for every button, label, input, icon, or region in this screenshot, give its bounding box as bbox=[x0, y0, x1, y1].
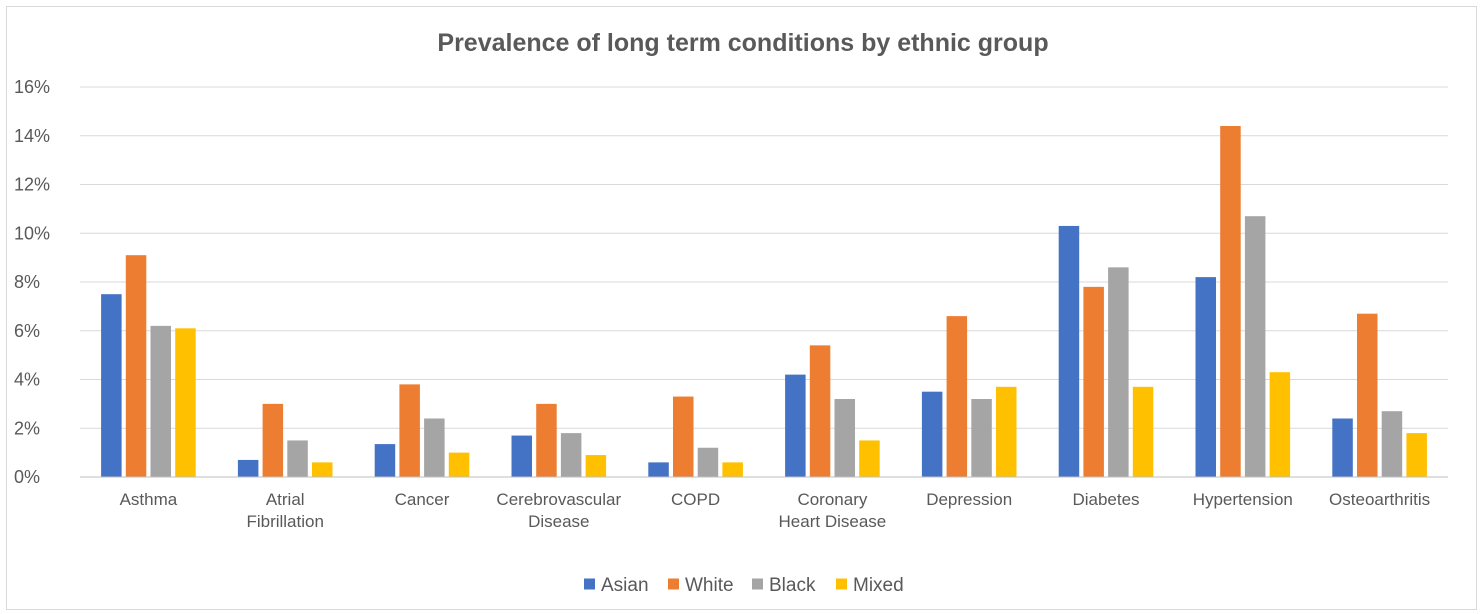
legend-label: Asian bbox=[601, 575, 649, 596]
bar-mixed bbox=[448, 452, 470, 477]
legend-item-white: White bbox=[668, 575, 734, 596]
bar-mixed bbox=[996, 386, 1017, 477]
bar-black bbox=[834, 399, 855, 477]
category-labels: Asthma Atrial Fibrillation Cancer Cerebrovas… bbox=[120, 490, 1431, 531]
bar-asian bbox=[921, 391, 943, 477]
bar-black bbox=[1108, 267, 1129, 477]
bar-white bbox=[399, 384, 420, 477]
bar-asian bbox=[237, 459, 259, 477]
category-label: Atrial Fibrillation bbox=[246, 490, 323, 531]
bar-white bbox=[262, 403, 284, 477]
y-tick-label: 2% bbox=[14, 418, 40, 438]
bar-mixed bbox=[722, 462, 743, 477]
bar-asian bbox=[374, 444, 396, 477]
bar-asian bbox=[785, 374, 806, 477]
bar-mixed bbox=[1132, 386, 1154, 477]
bar-black bbox=[424, 418, 445, 477]
bar-white bbox=[1083, 286, 1104, 477]
bar-mixed bbox=[312, 462, 333, 477]
bar-mixed bbox=[585, 455, 607, 477]
gridlines bbox=[80, 86, 1448, 429]
legend-swatch bbox=[668, 578, 679, 590]
category-label: Hypertension bbox=[1193, 490, 1293, 509]
bar-mixed bbox=[1406, 433, 1427, 477]
category-label: Depression bbox=[926, 490, 1012, 509]
bar-black bbox=[697, 447, 719, 477]
bar-black bbox=[560, 433, 582, 477]
legend-label: Black bbox=[769, 575, 816, 596]
bar-asian bbox=[1195, 277, 1216, 477]
legend-label: White bbox=[685, 575, 734, 596]
bar-white bbox=[673, 396, 694, 477]
y-tick-label: 10% bbox=[14, 223, 50, 243]
category-label: Coronary Heart Disease bbox=[779, 490, 887, 531]
y-tick-label: 16% bbox=[14, 77, 50, 97]
legend-swatch bbox=[584, 578, 595, 590]
bar-mixed bbox=[1269, 372, 1291, 477]
legend-item-mixed: Mixed bbox=[836, 575, 904, 596]
bar-black bbox=[1381, 411, 1403, 477]
y-tick-label: 4% bbox=[14, 370, 40, 390]
bar-asian bbox=[1058, 225, 1080, 477]
legend-item-asian: Asian bbox=[584, 575, 649, 596]
category-label: Osteoarthritis bbox=[1329, 490, 1430, 509]
bar-asian bbox=[648, 462, 669, 477]
legend-item-black: Black bbox=[752, 575, 816, 596]
category-label: Cerebrovascular Disease bbox=[496, 490, 621, 531]
bar-white bbox=[125, 255, 147, 477]
y-tick-label: 12% bbox=[14, 175, 50, 195]
bar-mixed bbox=[175, 328, 196, 477]
bar-white bbox=[536, 403, 557, 477]
chart-title: Prevalence of long term conditions by et… bbox=[437, 29, 1048, 57]
legend-label: Mixed bbox=[853, 575, 904, 596]
bar-asian bbox=[1332, 418, 1353, 477]
y-axis-tick-labels: 0% 2% 4% 6% 8% 10% 12% 14% 16% bbox=[14, 77, 50, 487]
y-tick-label: 14% bbox=[14, 126, 50, 146]
bar-black bbox=[971, 399, 992, 477]
bar-black bbox=[1244, 216, 1266, 477]
bar-mixed bbox=[859, 440, 880, 477]
legend: Asian White Black Mixed bbox=[584, 575, 904, 596]
y-tick-label: 0% bbox=[14, 467, 40, 487]
bar-white bbox=[946, 316, 968, 477]
bars bbox=[101, 126, 1427, 477]
bar-white bbox=[1357, 313, 1378, 477]
bar-asian bbox=[101, 294, 122, 477]
bar-white bbox=[809, 345, 831, 477]
category-label: COPD bbox=[671, 490, 720, 509]
legend-swatch bbox=[752, 578, 763, 590]
legend-swatch bbox=[836, 578, 847, 590]
category-label: Diabetes bbox=[1072, 490, 1139, 509]
category-label: Cancer bbox=[395, 490, 450, 509]
bar-white bbox=[1220, 126, 1241, 477]
bar-black bbox=[150, 325, 171, 477]
bar-asian bbox=[511, 435, 532, 477]
y-tick-label: 6% bbox=[14, 321, 40, 341]
category-label: Asthma bbox=[120, 490, 178, 509]
bar-black bbox=[287, 440, 308, 477]
y-tick-label: 8% bbox=[14, 272, 40, 292]
